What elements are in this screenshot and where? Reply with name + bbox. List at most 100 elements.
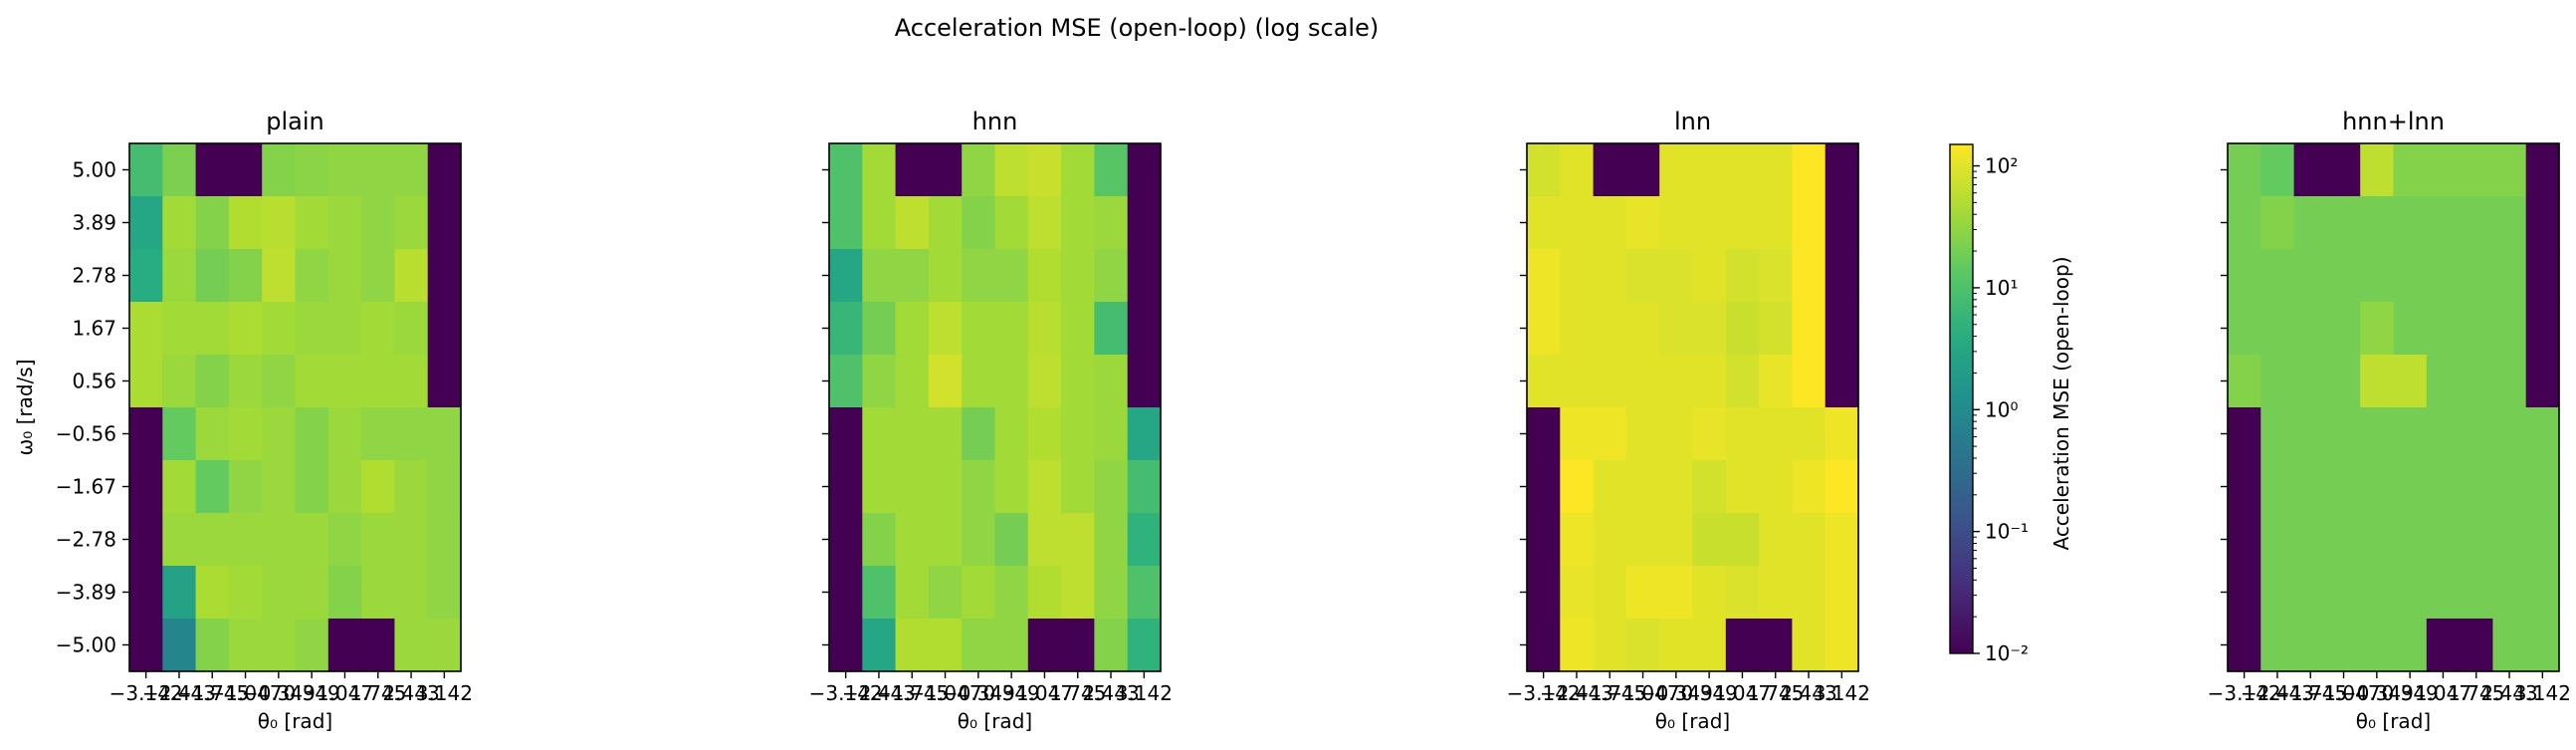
y-tick-label: −0.56	[56, 422, 116, 446]
heatmap-panel-lnn: lnn−3.142−2.443−1.745−1.047−0.3490.3491.…	[1507, 108, 1870, 733]
heatmap-cell	[327, 302, 362, 356]
heatmap-cell	[895, 619, 930, 672]
heatmap-cell	[2228, 249, 2261, 303]
heatmap-cell	[2426, 143, 2461, 197]
heatmap-cell	[2460, 143, 2493, 197]
heatmap-cell	[2525, 407, 2560, 461]
heatmap-cell	[394, 460, 429, 514]
heatmap-cell	[228, 407, 263, 461]
heatmap-cell	[1527, 355, 1561, 408]
heatmap-cell	[162, 566, 197, 620]
heatmap-cell	[1560, 355, 1595, 408]
heatmap-cell	[427, 513, 462, 567]
heatmap-cell	[2293, 619, 2328, 672]
heatmap-cell	[928, 619, 963, 672]
heatmap-cell	[895, 355, 930, 408]
axes-frame	[2227, 142, 2560, 672]
axes-frame	[128, 142, 462, 672]
heatmap-cell	[195, 355, 230, 408]
heatmap-cell	[2492, 355, 2527, 408]
heatmap-cell	[1625, 566, 1660, 620]
heatmap-cell	[1725, 143, 1760, 197]
heatmap-cell	[295, 196, 329, 250]
y-axis-label: ω₀ [rad/s]	[13, 359, 37, 455]
heatmap-cell	[1825, 143, 1859, 197]
heatmap-cell	[2360, 143, 2395, 197]
heatmap-cell	[361, 249, 395, 303]
figure-title: Acceleration MSE (open-loop) (log scale)	[895, 14, 1379, 42]
heatmap-cell	[2293, 355, 2328, 408]
heatmap-cell	[1759, 249, 1793, 303]
heatmap-cell	[962, 513, 996, 567]
heatmap-cell	[1560, 566, 1595, 620]
heatmap-cell	[1061, 513, 1095, 567]
heatmap-cell	[1659, 566, 1694, 620]
heatmap-cell	[829, 249, 863, 303]
heatmap-cell	[2260, 249, 2295, 303]
heatmap-cell	[895, 302, 930, 356]
heatmap-cell	[1094, 143, 1129, 197]
heatmap-cell	[2426, 513, 2461, 567]
heatmap-cell	[361, 513, 395, 567]
heatmap-cell	[162, 355, 197, 408]
heatmap-cell	[2260, 407, 2295, 461]
x-tick-label: −3.142	[109, 681, 183, 705]
heatmap-cell	[1692, 249, 1727, 303]
heatmap-cell	[195, 566, 230, 620]
heatmap-cell	[2393, 143, 2428, 197]
heatmap-cell	[1560, 460, 1595, 514]
heatmap-cell	[2293, 143, 2328, 197]
heatmap-cell	[1725, 355, 1760, 408]
heatmap-cell	[295, 355, 329, 408]
heatmap-cell	[829, 302, 863, 356]
heatmap-cell	[394, 302, 429, 356]
heatmap-cell	[2492, 407, 2527, 461]
y-tick-label: 0.56	[72, 370, 116, 393]
heatmap-cell	[327, 619, 362, 672]
heatmap-cell	[1127, 249, 1162, 303]
heatmap-cell	[2393, 619, 2428, 672]
heatmap-cell	[2360, 249, 2395, 303]
heatmap-cell	[994, 619, 1029, 672]
heatmap-cell	[895, 460, 930, 514]
heatmap-cell	[829, 407, 863, 461]
heatmap-cell	[862, 196, 897, 250]
heatmap-cell	[162, 249, 197, 303]
heatmap-cell	[262, 143, 297, 197]
heatmap-cell	[2260, 619, 2295, 672]
heatmap-panel-plain: plain −3.142−2.443−1.745−1.047−0.3490.349…	[13, 108, 473, 733]
heatmap-cell	[162, 143, 197, 197]
heatmap-cell	[1792, 143, 1826, 197]
heatmap-cell	[2492, 566, 2527, 620]
heatmap-cell	[394, 619, 429, 672]
heatmap-cell	[928, 302, 963, 356]
heatmap-cell	[2426, 302, 2461, 356]
heatmap-cell	[1692, 407, 1727, 461]
heatmap-panel-hnn: hnn−3.142−2.443−1.745−1.047−0.3490.3491.…	[809, 108, 1173, 733]
heatmap-cell	[2228, 566, 2261, 620]
heatmap-cell	[295, 566, 329, 620]
heatmap-cell	[1659, 302, 1694, 356]
x-tick-label: 1.047	[2415, 681, 2471, 705]
heatmap-cell	[928, 143, 963, 197]
heatmap-cell	[862, 302, 897, 356]
heatmap-cell	[2393, 302, 2428, 356]
heatmap-cell	[1625, 143, 1660, 197]
heatmap-cell	[2460, 513, 2493, 567]
heatmap-cell	[228, 513, 263, 567]
heatmap-cell	[394, 196, 429, 250]
heatmap-cell	[2525, 513, 2560, 567]
x-tick-label: −0.349	[942, 681, 1015, 705]
heatmap-panel-hnn-lnn: hnn+lnn −3.142−2.443−1.745−1.047−0.3490.3…	[2208, 108, 2571, 733]
heatmap-cell	[2228, 460, 2261, 514]
heatmap-cell	[1692, 566, 1727, 620]
heatmap-cell	[1560, 619, 1595, 672]
x-tick-label: 0.349	[284, 681, 340, 705]
heatmap-cell	[2492, 249, 2527, 303]
heatmap-cell	[1593, 249, 1627, 303]
heatmap-cell	[862, 407, 897, 461]
x-tick-label: 0.349	[2382, 681, 2439, 705]
heatmap-cell	[394, 355, 429, 408]
heatmap-cell	[2393, 513, 2428, 567]
heatmap-cell	[1593, 355, 1627, 408]
